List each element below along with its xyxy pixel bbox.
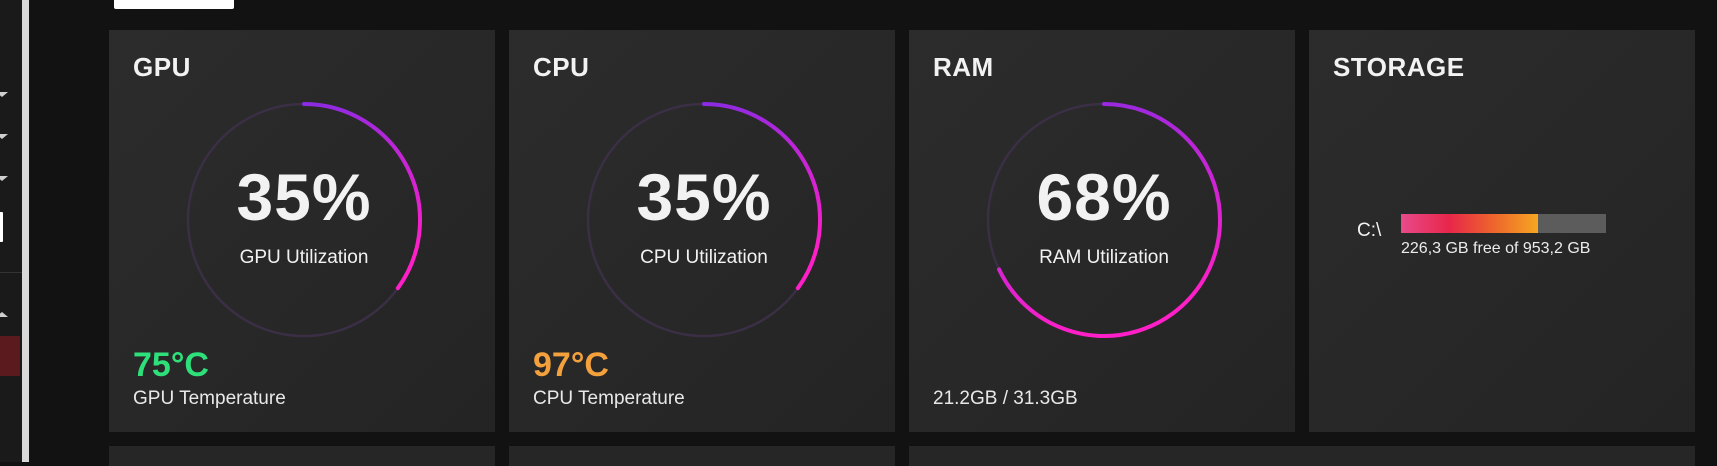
gpu-card: GPU 35% GPU Utilization 75°C GPU Tempera… bbox=[109, 30, 495, 432]
bottom-card bbox=[909, 446, 1695, 466]
gpu-temperature-value: 75°C bbox=[133, 346, 209, 384]
bottom-card bbox=[509, 446, 895, 466]
ram-utilization-gauge: 68% RAM Utilization bbox=[981, 97, 1227, 343]
cpu-card: CPU 35% CPU Utilization 97°C CPU Tempera… bbox=[509, 30, 895, 432]
gauge-ring bbox=[186, 102, 422, 338]
card-title: STORAGE bbox=[1333, 52, 1465, 82]
sidebar-scrollbar[interactable] bbox=[22, 0, 29, 462]
drive-free-space: 226,3 GB free of 953,2 GB bbox=[1401, 240, 1591, 257]
sidebar bbox=[0, 0, 22, 462]
card-title: CPU bbox=[533, 52, 590, 82]
drive-usage-fill bbox=[1401, 214, 1539, 233]
sidebar-item-active[interactable] bbox=[0, 336, 20, 376]
bottom-card bbox=[109, 446, 495, 466]
gauge-value: 68% bbox=[1036, 160, 1172, 234]
sidebar-toggle[interactable] bbox=[0, 212, 3, 242]
chevron-down-icon[interactable] bbox=[0, 92, 8, 97]
card-title: GPU bbox=[133, 52, 191, 82]
gauge-label: GPU Utilization bbox=[239, 247, 369, 268]
card-title: RAM bbox=[933, 52, 994, 82]
storage-card: STORAGE C:\ 226,3 GB free of 953,2 GB bbox=[1309, 30, 1695, 432]
drive-usage-bar bbox=[1401, 214, 1606, 233]
chevron-up-icon[interactable] bbox=[0, 312, 8, 317]
gauge-ring bbox=[986, 102, 1222, 338]
ram-usage-detail: 21.2GB / 31.3GB bbox=[933, 388, 1078, 409]
ram-card: RAM 68% RAM Utilization 21.2GB / 31.3GB bbox=[909, 30, 1295, 432]
gpu-utilization-gauge: 35% GPU Utilization bbox=[181, 97, 427, 343]
gauge-arc bbox=[302, 102, 422, 291]
gauge-value: 35% bbox=[236, 160, 372, 234]
gauge-label: CPU Utilization bbox=[640, 247, 768, 268]
sidebar-divider bbox=[0, 272, 22, 273]
gauge-label: RAM Utilization bbox=[1039, 247, 1169, 268]
cpu-temperature-value: 97°C bbox=[533, 346, 609, 384]
gauge-value: 35% bbox=[636, 160, 772, 234]
gpu-temperature-label: GPU Temperature bbox=[133, 388, 286, 409]
cpu-utilization-gauge: 35% CPU Utilization bbox=[581, 97, 827, 343]
chevron-down-icon[interactable] bbox=[0, 134, 8, 139]
gauge-ring bbox=[586, 102, 822, 338]
drive-letter: C:\ bbox=[1357, 220, 1382, 241]
cpu-temperature-label: CPU Temperature bbox=[533, 388, 685, 409]
top-input-field[interactable] bbox=[114, 0, 234, 9]
gauge-arc bbox=[997, 102, 1222, 338]
chevron-down-icon[interactable] bbox=[0, 176, 8, 181]
gauge-arc bbox=[702, 102, 822, 291]
